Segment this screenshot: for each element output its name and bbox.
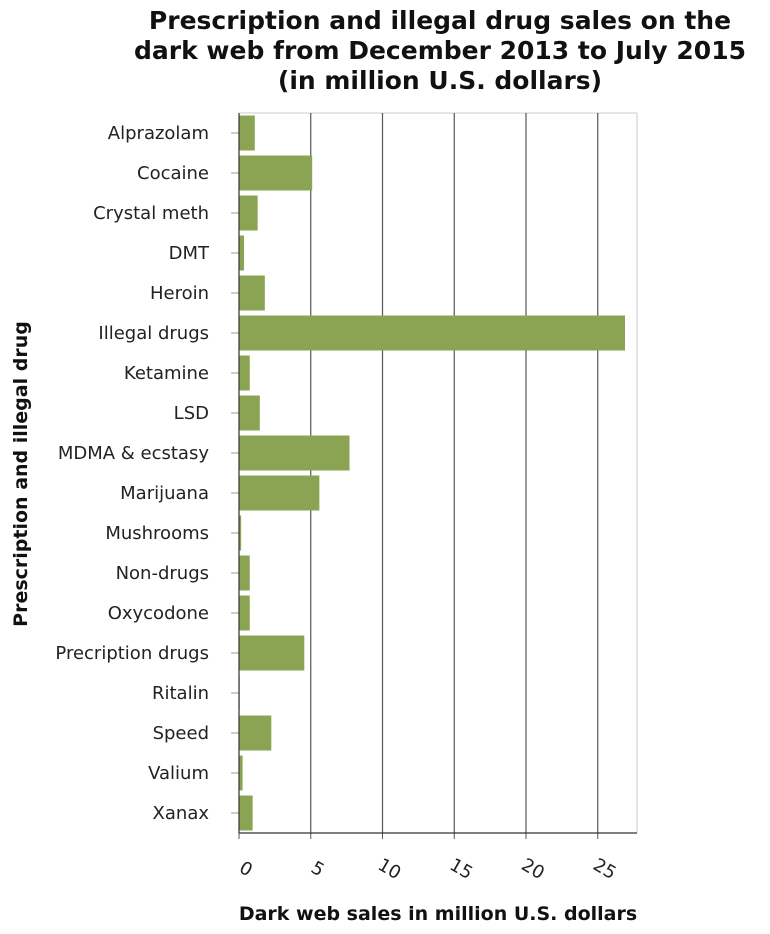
chart-title-line-1: Prescription and illegal drug sales on t… xyxy=(148,6,732,35)
bar xyxy=(239,475,320,511)
bars xyxy=(239,115,626,831)
category-label: Marijuana xyxy=(120,483,209,504)
category-label: Oxycodone xyxy=(108,603,209,624)
bar xyxy=(239,595,250,631)
axes xyxy=(231,113,637,839)
bar xyxy=(239,315,626,351)
category-label: Ritalin xyxy=(152,683,209,704)
chart-title-line-2: dark web from December 2013 to July 2015 xyxy=(134,36,746,65)
category-label: Ketamine xyxy=(124,363,209,384)
bar xyxy=(239,115,255,151)
x-tick-labels: 0 5 10 15 20 25 xyxy=(236,854,620,884)
category-label: Precription drugs xyxy=(55,643,209,664)
bar xyxy=(239,755,243,791)
category-label: Heroin xyxy=(150,283,209,304)
category-label: Xanax xyxy=(153,803,210,824)
category-label: Cocaine xyxy=(137,163,209,184)
category-label: Non-drugs xyxy=(116,563,209,584)
bar xyxy=(239,555,250,591)
grid-lines xyxy=(239,112,638,833)
category-label: Crystal meth xyxy=(93,203,209,224)
x-tick-label: 5 xyxy=(307,857,327,881)
category-label: Valium xyxy=(148,763,209,784)
category-label: MDMA & ecstasy xyxy=(58,443,210,464)
chart-title: Prescription and illegal drug sales on t… xyxy=(85,6,770,96)
x-tick-label: 25 xyxy=(589,854,619,884)
bar xyxy=(239,435,350,471)
category-labels: Alprazolam Cocaine Crystal meth DMT Heroin Il… xyxy=(55,123,210,824)
bar xyxy=(239,635,305,671)
bar xyxy=(239,235,245,271)
bar xyxy=(239,715,272,751)
bar xyxy=(239,515,242,551)
bar xyxy=(239,195,258,231)
category-label: Illegal drugs xyxy=(98,323,209,344)
category-label: Speed xyxy=(153,723,209,744)
x-tick-label: 10 xyxy=(374,854,404,884)
category-label: LSD xyxy=(174,403,209,424)
category-label: Alprazolam xyxy=(108,123,209,144)
bar xyxy=(239,355,250,391)
x-tick-label: 15 xyxy=(446,854,476,884)
bar xyxy=(239,155,313,191)
x-tick-label: 20 xyxy=(518,854,548,884)
category-label: DMT xyxy=(169,243,210,264)
bar xyxy=(239,795,253,831)
bar xyxy=(239,395,260,431)
category-label: Mushrooms xyxy=(105,523,209,544)
x-tick-label: 0 xyxy=(236,857,256,881)
bar xyxy=(239,275,265,311)
x-axis-title: Dark web sales in million U.S. dollars xyxy=(239,903,637,925)
y-axis-title: Prescription and illegal drug xyxy=(10,321,32,627)
chart-title-line-3: (in million U.S. dollars) xyxy=(277,66,603,95)
